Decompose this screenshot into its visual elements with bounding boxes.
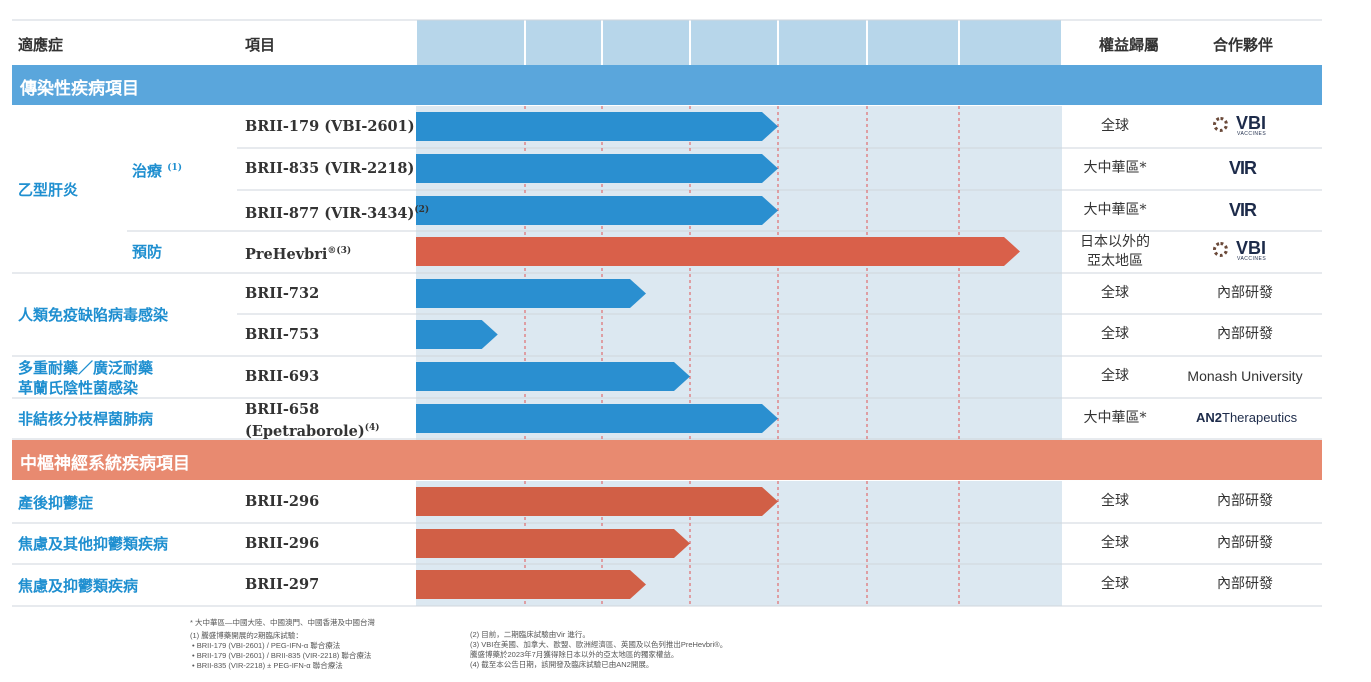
partner-cell: 內部研發 (1217, 325, 1273, 342)
project-name: BRII-753 (245, 326, 320, 343)
hbv-treatment-note: (1) (167, 163, 183, 173)
rights-cell: 全球 (1101, 576, 1129, 592)
vbi-logo: VBI VACCINES (1213, 237, 1277, 264)
header-project: 項目 (245, 36, 276, 54)
progress-bar (416, 237, 1020, 266)
rights-cell: 全球 (1101, 118, 1129, 134)
rights-cell: 全球 (1101, 285, 1129, 301)
vir-logo: VIR (1229, 199, 1257, 220)
project-name: BRII-296 (245, 535, 320, 552)
project-footnote-ref: ®(3) (327, 246, 352, 256)
footnote-1b: • BRII-179 (VBI-2601) / BRII-835 (VIR-22… (192, 651, 372, 660)
vbi-logo: VBI VACCINES (1213, 112, 1277, 139)
project-name: BRII-179 (VBI-2601) (245, 118, 415, 135)
stage-header-bg (526, 20, 601, 65)
section-cns-title: 中樞神經系統疾病項目 (20, 454, 190, 474)
project-footnote-ref: (4) (364, 422, 380, 433)
stage-header-bg (868, 20, 958, 65)
progress-bar (416, 487, 778, 516)
progress-bar (416, 570, 646, 599)
stage-header-bg (417, 20, 524, 65)
project-footnote-ref: (2) (414, 205, 430, 215)
indication-hbv-prevention: 預防 (132, 243, 163, 261)
section-infectious-title: 傳染性疾病項目 (20, 79, 139, 99)
indication-hiv: 人類免疫缺陷病毒感染 (18, 306, 169, 324)
project-name: PreHevbri®(3) (245, 245, 352, 263)
an2-logo-rest: Therapeutics (1222, 409, 1298, 425)
indication-hbv-treatment: 治療 (1) (132, 158, 182, 181)
vbi-ring-icon (1213, 116, 1228, 132)
indication-mdr-line2: 革蘭氏陰性菌感染 (18, 379, 139, 397)
footnote-1c: • BRII-835 (VIR-2218) ± PEG-IFN-α 聯合療法 (192, 661, 343, 670)
an2-logo-bold: AN2 (1196, 409, 1223, 425)
vbi-logo-text: VBI (1236, 237, 1267, 258)
partner-cell: Monash University (1187, 367, 1303, 384)
stage-header-bg (960, 20, 1061, 65)
footnote-4: (4) 截至本公告日期，該開發及臨床試驗已由AN2開展。 (470, 660, 654, 669)
progress-bar (416, 196, 778, 225)
footnote-2: (2) 目前，二期臨床試驗由Vir 進行。 (470, 630, 590, 639)
vir-logo: VIR (1229, 157, 1257, 178)
indication-ppd: 產後抑鬱症 (18, 494, 94, 512)
progress-bar (416, 154, 778, 183)
project-name: BRII-732 (245, 285, 320, 302)
partner-cell: 內部研發 (1217, 575, 1273, 592)
project-name: BRII-835 (VIR-2218) (245, 160, 415, 177)
project-name: BRII-877 (VIR-3434)(2) (245, 204, 430, 222)
indication-mdr-line1: 多重耐藥／廣泛耐藥 (18, 359, 154, 377)
vbi-logo-sub: VACCINES (1237, 255, 1267, 262)
footnote-1: (1) 騰盛博藥開展的2期臨床試驗： (190, 631, 303, 640)
stage-header-bg (603, 20, 689, 65)
footnote-star: * 大中華區—中國大陸、中國澳門、中國香港及中國台灣 (190, 618, 376, 627)
indication-anxiety-other: 焦慮及其他抑鬱類疾病 (18, 535, 169, 553)
rights-cell: 全球 (1101, 493, 1129, 509)
footnote-1a: • BRII-179 (VBI-2601) / PEG-IFN-α 聯合療法 (192, 641, 341, 650)
header-partner: 合作夥伴 (1213, 36, 1274, 54)
header-rights: 權益歸屬 (1099, 36, 1160, 54)
progress-bar (416, 320, 498, 349)
progress-bar (416, 529, 690, 558)
vbi-logo-text: VBI (1236, 112, 1267, 133)
indication-hbv: 乙型肝炎 (18, 181, 79, 199)
rights-cell: 全球 (1101, 326, 1129, 342)
project-name: BRII-693 (245, 368, 320, 385)
partner-cell: 內部研發 (1217, 492, 1273, 509)
indication-anxiety: 焦慮及抑鬱類疾病 (18, 577, 139, 595)
partner-cell: 內部研發 (1217, 284, 1273, 301)
header-indication: 適應症 (18, 36, 64, 54)
rights-cell: 大中華區* (1083, 202, 1147, 218)
indication-ntm: 非結核分枝桿菌肺病 (18, 410, 154, 428)
stage-header-bg (691, 20, 777, 65)
progress-bar (416, 279, 646, 308)
section-cns: 中樞神經系統疾病項目 (12, 440, 1322, 480)
project-name: BRII-297 (245, 576, 320, 593)
progress-bar (416, 112, 778, 141)
rights-cell: 大中華區* (1083, 160, 1147, 176)
rights-cell: 日本以外的 亞太地區 (1080, 233, 1150, 269)
rights-cell: 全球 (1101, 535, 1129, 551)
vbi-logo-sub: VACCINES (1237, 130, 1267, 137)
progress-bar (416, 404, 778, 433)
project-name: BRII-296 (245, 493, 320, 510)
rights-cell: 全球 (1101, 368, 1129, 384)
vbi-ring-icon (1213, 241, 1228, 257)
hbv-treatment-label: 治療 (132, 162, 163, 180)
an2-logo: AN2Therapeutics (1196, 410, 1297, 425)
footnote-3a: (3) VBI在美國、加拿大、歐盟、歐洲經濟區、英國及以色列推出PreHevbr… (470, 640, 728, 649)
partner-cell: 內部研發 (1217, 534, 1273, 551)
stage-header-bg (779, 20, 866, 65)
rights-cell: 大中華區* (1083, 410, 1147, 426)
project-name: BRII-658 (Epetraborole)(4) (245, 400, 380, 440)
section-infectious: 傳染性疾病項目 (12, 65, 1322, 105)
footnote-3b: 騰盛博藥於2023年7月獲得除日本以外的亞太地區的獨家權益。 (470, 650, 679, 659)
progress-bar (416, 362, 690, 391)
